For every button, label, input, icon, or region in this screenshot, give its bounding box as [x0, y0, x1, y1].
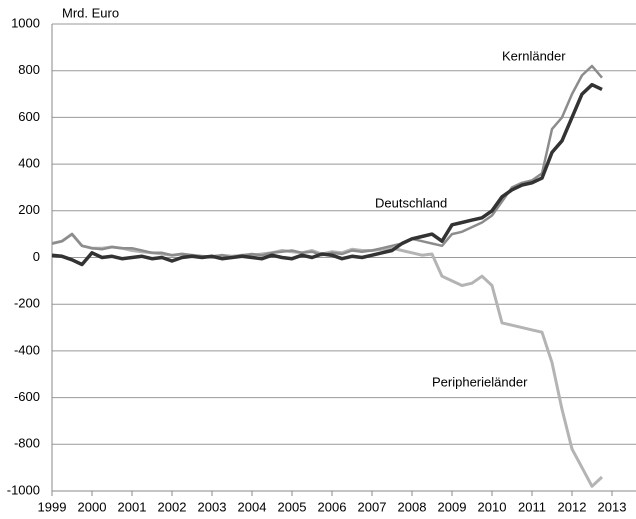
x-tick-label: 2002: [158, 499, 187, 514]
x-tick-label: 2001: [118, 499, 147, 514]
series-label: Peripherieländer: [432, 374, 528, 389]
x-tick-label: 1999: [38, 499, 67, 514]
x-tick-label: 2009: [438, 499, 467, 514]
y-tick-label: -600: [14, 389, 40, 404]
x-tick-label: 2008: [398, 499, 427, 514]
series-label: Kernländer: [502, 48, 566, 63]
x-tick-label: 2000: [78, 499, 107, 514]
x-tick-label: 2004: [238, 499, 267, 514]
x-tick-label: 2007: [358, 499, 387, 514]
y-tick-label: 800: [18, 62, 40, 77]
x-tick-label: 2011: [518, 499, 546, 514]
y-tick-label: -800: [14, 436, 40, 451]
line: [51, 232, 604, 488]
x-tick-label: 2003: [198, 499, 227, 514]
x-tick-label: 2006: [318, 499, 347, 514]
x-tick-label: 2012: [558, 499, 587, 514]
line: [51, 64, 603, 259]
y-tick-label: 600: [18, 109, 40, 124]
line: [51, 82, 603, 267]
y-tick-label: 200: [18, 202, 40, 217]
y-tick-label: 400: [18, 156, 40, 171]
y-tick-label: -400: [14, 342, 40, 357]
y-axis-label: Mrd. Euro: [62, 5, 119, 20]
x-tick-label: 2005: [278, 499, 307, 514]
x-tick-label: 2013: [598, 499, 627, 514]
y-tick-label: -200: [14, 296, 40, 311]
x-tick-label: 2010: [478, 499, 507, 514]
series-label: Deutschland: [375, 195, 447, 210]
y-tick-label: -1000: [7, 482, 40, 497]
y-tick-label: 0: [33, 249, 40, 264]
y-tick-label: 1000: [11, 15, 40, 30]
